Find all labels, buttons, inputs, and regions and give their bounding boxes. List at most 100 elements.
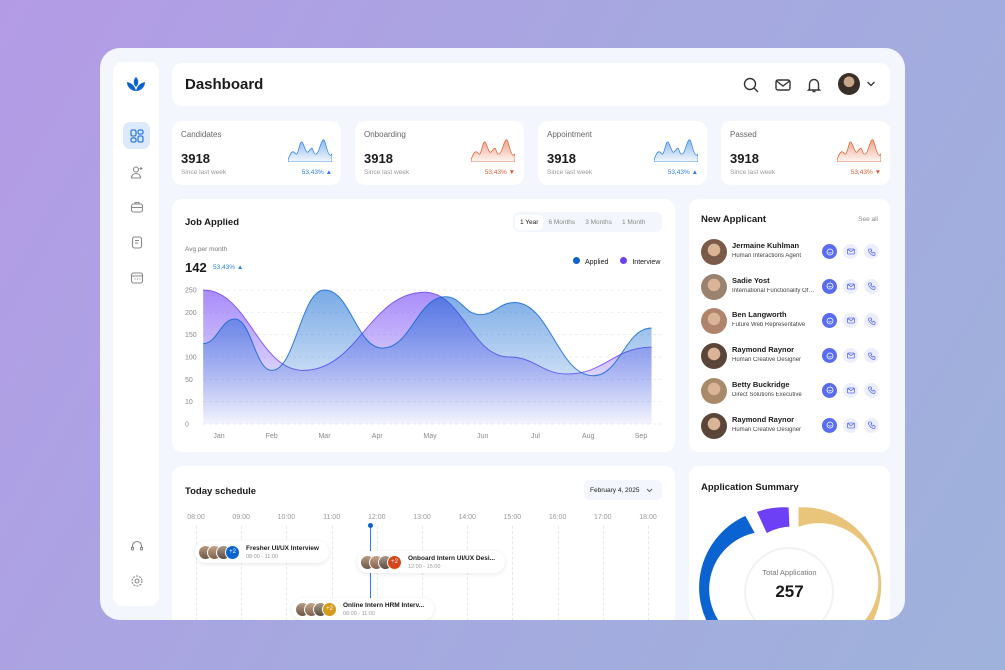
event-title: Fresher UI/UX Interview xyxy=(246,544,319,552)
nav-calendar[interactable] xyxy=(123,264,150,291)
trend-down-icon: ▼ xyxy=(508,169,515,176)
x-tick-label: Mar xyxy=(318,433,331,440)
total-value: 257 xyxy=(775,582,804,601)
applicant-row[interactable]: Ben Langworth Future Web Representative xyxy=(701,304,881,338)
applicant-name: Raymond Raynor xyxy=(732,414,795,424)
chevron-down-icon xyxy=(646,488,652,492)
call-button[interactable] xyxy=(864,417,879,433)
stat-card-candidates: Candidates 3918 Since last week 53,43% ▲ xyxy=(172,121,341,185)
chat-icon xyxy=(826,282,833,290)
email-button[interactable] xyxy=(843,244,858,259)
stat-sub: Since last week xyxy=(547,169,593,176)
logo-icon xyxy=(127,77,145,91)
nav-support[interactable] xyxy=(123,532,150,559)
stat-value: 3918 xyxy=(547,151,576,166)
schedule-event[interactable]: +2 Online Intern HRM Interv... 08:00 - 11… xyxy=(292,598,435,620)
mail-icon[interactable] xyxy=(774,76,792,94)
stat-pct-text: 53,43% xyxy=(484,169,507,176)
chat-button[interactable] xyxy=(822,313,837,329)
y-tick-label: 0 xyxy=(185,422,189,429)
chat-icon xyxy=(826,248,833,255)
call-button[interactable] xyxy=(864,244,879,259)
applicant-role: Human Creative Designer xyxy=(732,426,802,433)
event-time: 08:00 - 11:00 xyxy=(343,610,376,617)
stat-pct-text: 53,43% xyxy=(301,169,324,176)
stat-label: Passed xyxy=(730,130,757,139)
job-applied-card: Job Applied 1 Year 6 Months 3 Months 1 M… xyxy=(172,199,675,452)
event-time: 08:00 - 11:00 xyxy=(246,553,279,560)
call-button[interactable] xyxy=(864,348,879,364)
line-applied xyxy=(203,289,652,377)
chat-button[interactable] xyxy=(822,382,837,398)
nav-dashboard[interactable] xyxy=(123,122,150,149)
applicant-avatar xyxy=(701,273,727,300)
stat-value: 3918 xyxy=(730,151,759,166)
mail-icon xyxy=(846,352,855,359)
schedule-event[interactable]: +2 Onboard Intern UI/UX Desi... 12:00 - 1… xyxy=(357,551,506,573)
schedule-event[interactable]: +2 Fresher UI/UX Interview 08:00 - 11:00 xyxy=(195,541,329,563)
chat-button[interactable] xyxy=(822,278,837,294)
chat-icon xyxy=(826,386,833,394)
nav-settings[interactable] xyxy=(123,567,150,594)
x-tick-label: Jul xyxy=(531,433,540,440)
hour-gridline xyxy=(196,526,197,620)
date-picker[interactable]: February 4, 2025 xyxy=(584,480,662,500)
hour-label: 15:00 xyxy=(503,514,522,521)
sparkline xyxy=(837,139,881,162)
chat-button[interactable] xyxy=(822,244,837,259)
chat-button[interactable] xyxy=(822,417,837,433)
bell-icon[interactable] xyxy=(805,76,823,94)
extra-participants: +2 xyxy=(387,554,402,570)
area-applied xyxy=(203,290,652,424)
sidebar xyxy=(113,62,159,606)
x-tick-label: Jan xyxy=(213,433,224,440)
email-button[interactable] xyxy=(843,417,858,433)
nav-jobs[interactable] xyxy=(123,193,150,220)
tab-1-month[interactable]: 1 Month xyxy=(621,218,646,226)
applicant-avatar xyxy=(701,377,727,404)
tab-1-year[interactable]: 1 Year xyxy=(515,214,544,230)
see-all-link[interactable]: See all xyxy=(858,216,878,223)
tab-6-months[interactable]: 6 Months xyxy=(548,218,576,226)
tab-3-months[interactable]: 3 Months xyxy=(585,218,612,226)
clipboard-icon xyxy=(131,235,142,249)
search-icon[interactable] xyxy=(742,76,760,94)
top-header: Dashboard xyxy=(172,63,890,106)
applicant-avatar xyxy=(701,343,727,370)
stat-label: Onboarding xyxy=(364,130,406,139)
stat-card-appointment: Appointment 3918 Since last week 53,43% … xyxy=(538,121,707,185)
nav-reports[interactable] xyxy=(123,228,150,255)
call-button[interactable] xyxy=(864,313,879,329)
applicant-row[interactable]: Raymond Raynor Human Creative Designer xyxy=(701,339,881,373)
applicant-row[interactable]: Raymond Raynor Human Creative Designer xyxy=(701,409,881,443)
date-value: February 4, 2025 xyxy=(590,486,640,494)
sparkline xyxy=(288,139,332,162)
stat-label: Candidates xyxy=(181,130,222,139)
hour-label: 17:00 xyxy=(594,514,612,521)
hour-gridline xyxy=(557,526,559,620)
hour-label: 16:00 xyxy=(548,514,567,521)
chat-button[interactable] xyxy=(822,348,837,364)
email-button[interactable] xyxy=(843,382,858,398)
applicant-row[interactable]: Betty Buckridge Direct Solutions Executi… xyxy=(701,374,881,408)
nav-candidates[interactable] xyxy=(123,158,150,185)
email-button[interactable] xyxy=(843,278,858,294)
applicant-row[interactable]: Jermaine Kuhlman Human Interactions Agen… xyxy=(701,235,881,269)
avatar[interactable] xyxy=(838,73,860,95)
x-tick-label: Apr xyxy=(372,433,384,440)
hour-label: 13:00 xyxy=(413,514,431,521)
email-button[interactable] xyxy=(843,313,858,329)
extra-participants: +2 xyxy=(225,544,240,560)
hour-label: 09:00 xyxy=(232,514,250,521)
call-button[interactable] xyxy=(864,382,879,398)
schedule-card: Today schedule February 4, 2025 08:00 09:… xyxy=(172,466,675,620)
chat-icon xyxy=(826,421,833,429)
applicant-name: Betty Buckridge xyxy=(732,379,790,389)
chevron-down-icon[interactable] xyxy=(866,80,876,88)
call-button[interactable] xyxy=(864,278,879,294)
event-title: Online Intern HRM Interv... xyxy=(343,601,425,609)
y-tick-label: 100 xyxy=(185,355,197,362)
applicant-row[interactable]: Sadie Yost International Functionality O… xyxy=(701,270,881,304)
email-button[interactable] xyxy=(843,348,858,364)
stat-pct-text: 53,43% xyxy=(850,169,873,176)
